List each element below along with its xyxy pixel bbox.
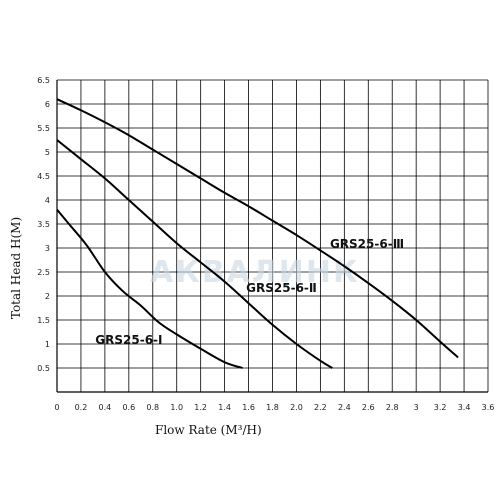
y-tick-label: 2.5 (37, 268, 50, 277)
x-tick-label: 1.2 (194, 403, 207, 412)
x-tick-label: 1.4 (218, 403, 231, 412)
y-tick-labels: 0.5 1 1.5 2 2.5 3 3.5 4 4.5 5 5.5 6 6.5 (37, 76, 50, 373)
y-tick-label: 4.5 (37, 172, 50, 181)
x-tick-label: 2.4 (338, 403, 351, 412)
x-tick-label: 0 (54, 403, 59, 412)
x-tick-label: 2.2 (314, 403, 327, 412)
x-axis-title: Flow Rate (M³/H) (155, 423, 262, 437)
series-line-3 (56, 98, 459, 359)
y-tick-label: 1.5 (37, 316, 50, 325)
x-tick-labels: 0 0.2 0.4 0.6 0.8 1.0 1.2 1.4 1.6 1.8 2.0 2.2 2.4 2.6… (54, 403, 494, 412)
x-tick-label: 3.2 (434, 403, 447, 412)
y-tick-label: 3 (45, 244, 50, 253)
y-tick-label: 0.5 (37, 364, 50, 373)
x-tick-label: 3 (414, 403, 419, 412)
axes (56, 80, 488, 393)
series-curves (56, 98, 459, 369)
series-line-2 (56, 139, 333, 369)
series-label-3: GRS25-6-Ⅲ (330, 237, 404, 251)
series-label-1: GRS25-6-Ⅰ (95, 333, 162, 347)
x-tick-label: 0.2 (75, 403, 88, 412)
x-tick-label: 0.4 (99, 403, 112, 412)
x-tick-label: 1.8 (266, 403, 279, 412)
x-tick-label: 3.4 (458, 403, 471, 412)
y-tick-label: 4 (45, 196, 50, 205)
y-tick-label: 1 (45, 340, 50, 349)
x-tick-label: 0.8 (146, 403, 159, 412)
watermark-text: АКВАЛИНК (150, 255, 359, 290)
y-tick-label: 5 (45, 148, 50, 157)
y-tick-label: 6.5 (37, 76, 50, 85)
series-labels: GRS25-6-Ⅰ GRS25-6-Ⅱ GRS25-6-Ⅲ (95, 237, 404, 347)
y-axis-title: Total Head H(M) (9, 217, 23, 319)
x-tick-label: 1.6 (242, 403, 255, 412)
y-tick-label: 3.5 (37, 220, 50, 229)
x-tick-label: 2.8 (386, 403, 399, 412)
x-tick-label: 2.0 (290, 403, 303, 412)
y-tick-label: 5.5 (37, 124, 50, 133)
x-tick-label: 1.0 (170, 403, 183, 412)
x-tick-label: 0.6 (122, 403, 135, 412)
y-tick-label: 2 (45, 292, 50, 301)
grid (56, 79, 489, 392)
x-tick-label: 2.6 (362, 403, 375, 412)
series-line-1 (56, 208, 243, 369)
y-tick-label: 6 (45, 100, 50, 109)
series-label-2: GRS25-6-Ⅱ (246, 281, 317, 295)
x-tick-label: 3.6 (482, 403, 495, 412)
